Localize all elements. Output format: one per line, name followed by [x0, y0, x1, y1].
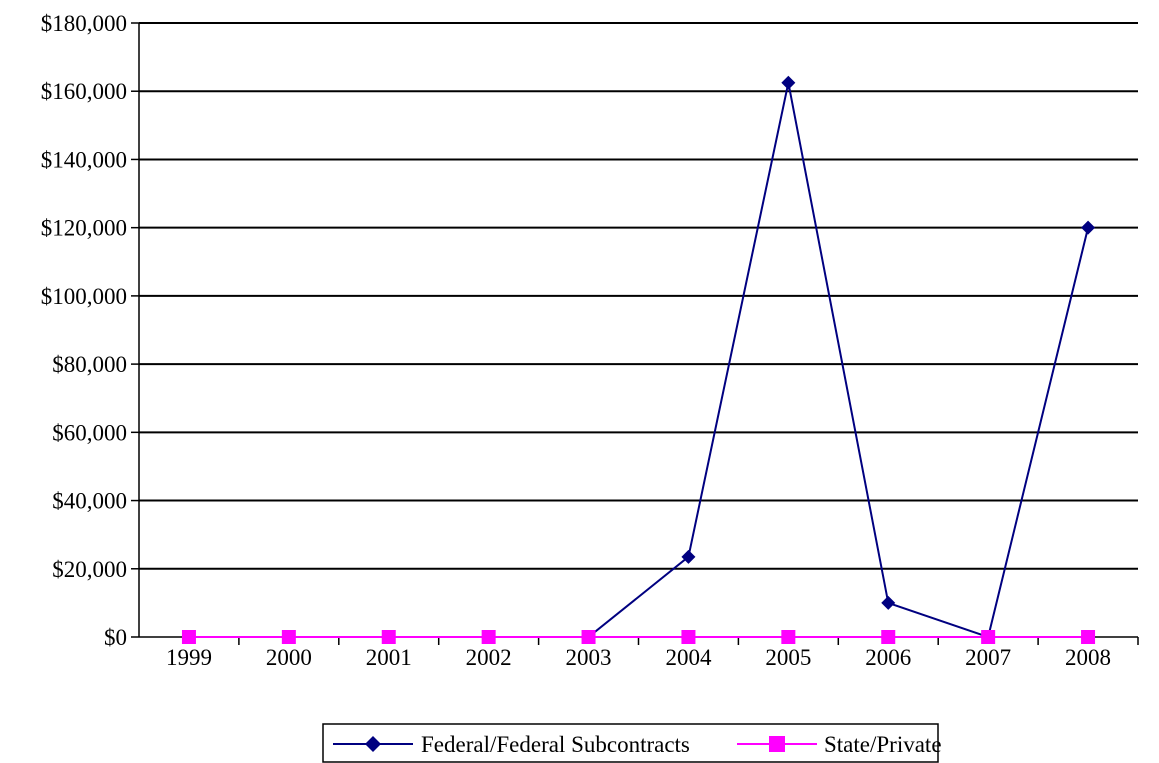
- y-tick-label: $100,000: [41, 284, 127, 309]
- data-point-square: [1081, 630, 1096, 644]
- x-tick-label: 2008: [1065, 645, 1111, 670]
- x-tick-label: 2004: [665, 645, 712, 670]
- legend-label-state: State/Private: [824, 732, 942, 757]
- y-tick-label: $140,000: [41, 147, 127, 172]
- x-tick-label: 2001: [366, 645, 412, 670]
- grid-lines: [139, 22, 1138, 570]
- x-tick-label: 2000: [266, 645, 312, 670]
- series-federal: [181, 75, 1096, 644]
- x-tick-label: 2005: [765, 645, 811, 670]
- data-point-square: [381, 630, 396, 644]
- data-point-square: [781, 630, 796, 644]
- y-tick-label: $0: [104, 625, 127, 650]
- data-point-square: [881, 630, 896, 644]
- x-tick-label: 2006: [865, 645, 911, 670]
- x-tick-label: 2007: [965, 645, 1011, 670]
- data-point-diamond: [881, 595, 896, 610]
- data-point-square: [681, 630, 696, 644]
- x-tick-labels: 1999 2000 2001 2002 2003 2004 2005 2006 2007 2008: [166, 645, 1111, 670]
- y-tick-label: $120,000: [41, 216, 127, 241]
- legend-label-federal: Federal/Federal Subcontracts: [421, 732, 690, 757]
- legend-marker-diamond: [365, 736, 381, 752]
- series-line: [188, 82, 1090, 639]
- series-lines: [181, 75, 1096, 644]
- data-point-diamond: [1081, 220, 1096, 235]
- axes: [131, 22, 1139, 645]
- legend-box: [322, 723, 939, 763]
- y-tick-label: $180,000: [41, 11, 127, 36]
- y-tick-label: $60,000: [52, 420, 127, 445]
- data-point-square: [581, 630, 596, 644]
- data-point-square: [181, 630, 196, 644]
- series-state-private: [181, 630, 1096, 644]
- y-tick-label: $80,000: [52, 352, 127, 377]
- y-tick-label: $40,000: [52, 489, 127, 514]
- legend-marker-square: [769, 736, 785, 752]
- y-tick-labels: $0 $20,000 $40,000 $60,000 $80,000 $100,000 $1…: [41, 11, 127, 650]
- y-tick-label: $20,000: [52, 557, 127, 582]
- data-point-diamond: [781, 75, 796, 90]
- data-point-square: [981, 630, 996, 644]
- legend: Federal/Federal Subcontracts State/Priva…: [322, 723, 942, 763]
- data-point-square: [481, 630, 496, 644]
- data-point-diamond: [681, 549, 696, 564]
- y-tick-label: $160,000: [41, 79, 127, 104]
- data-point-square: [281, 630, 296, 644]
- x-tick-label: 2002: [466, 645, 512, 670]
- x-tick-label: 1999: [166, 645, 212, 670]
- x-tick-label: 2003: [566, 645, 612, 670]
